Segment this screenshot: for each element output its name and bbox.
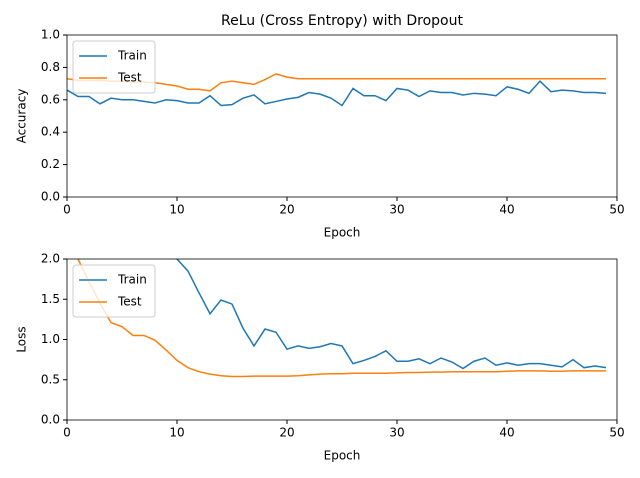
legend-label: Test <box>117 71 142 85</box>
x-tick-label: 10 <box>169 203 184 217</box>
y-tick-label: 0.5 <box>41 372 60 386</box>
y-tick-label: 0.0 <box>41 413 60 427</box>
line-series <box>67 80 607 107</box>
legend-box <box>72 40 156 94</box>
legend-label: Test <box>117 295 142 309</box>
y-tick-label: 1.0 <box>41 332 60 346</box>
legend-label: Train <box>117 49 147 63</box>
x-tick-label: 30 <box>389 426 404 440</box>
x-tick-label: 50 <box>609 203 624 217</box>
x-tick-label: 20 <box>279 203 294 217</box>
x-tick-label: 0 <box>63 203 71 217</box>
x-tick-label: 40 <box>499 203 514 217</box>
y-tick-label: 0.4 <box>41 125 60 139</box>
y-tick-label: 0.2 <box>41 157 60 171</box>
x-axis-label: Epoch <box>324 449 361 463</box>
y-axis-label: Loss <box>15 326 29 352</box>
chart-title: ReLu (Cross Entropy) with Dropout <box>221 13 463 29</box>
x-tick-label: 20 <box>279 426 294 440</box>
y-tick-label: 1.5 <box>41 292 60 306</box>
line-series <box>67 73 606 92</box>
legend-label: Train <box>117 273 147 287</box>
x-tick-label: 0 <box>63 426 71 440</box>
axes-frame <box>66 34 618 198</box>
x-tick-label: 30 <box>389 203 404 217</box>
y-axis-label: Accuracy <box>15 89 29 144</box>
y-tick-label: 0.6 <box>41 92 60 106</box>
line-series <box>77 259 606 378</box>
y-tick-label: 0.8 <box>41 60 60 74</box>
x-axis-label: Epoch <box>324 226 361 240</box>
legend-box <box>72 264 156 318</box>
axes-frame <box>66 258 618 421</box>
line-series <box>175 259 607 370</box>
y-tick-label: 2.0 <box>41 252 60 266</box>
y-tick-label: 0.0 <box>41 190 60 204</box>
x-tick-label: 40 <box>499 426 514 440</box>
x-tick-label: 50 <box>609 426 624 440</box>
x-tick-label: 10 <box>169 426 184 440</box>
y-tick-label: 1.0 <box>41 28 60 42</box>
